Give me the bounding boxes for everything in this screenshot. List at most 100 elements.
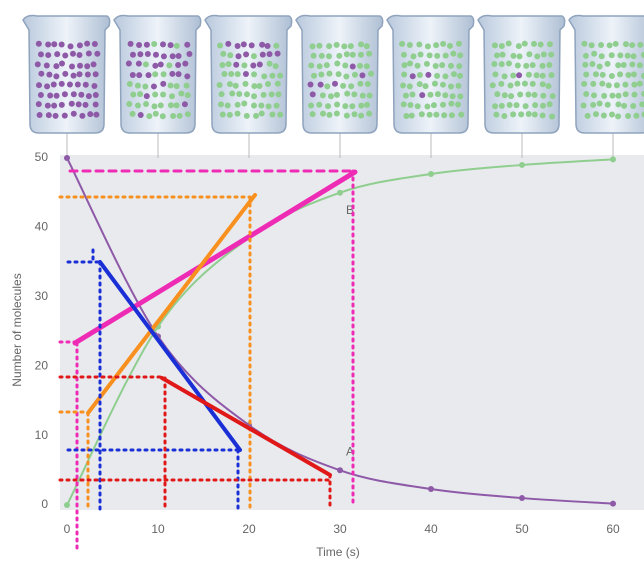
- molecule: [448, 101, 454, 107]
- molecule: [94, 51, 100, 57]
- molecule: [261, 92, 267, 98]
- x-tick-label: 50: [515, 522, 529, 536]
- molecule: [308, 62, 314, 68]
- molecule: [77, 71, 83, 77]
- molecule: [259, 42, 265, 48]
- molecule: [631, 82, 637, 88]
- molecule: [601, 93, 607, 99]
- molecule: [184, 73, 190, 79]
- molecule: [59, 61, 65, 67]
- molecule: [91, 61, 97, 67]
- molecule: [336, 53, 342, 59]
- molecule: [518, 111, 524, 117]
- molecule: [51, 82, 57, 88]
- molecule: [490, 82, 496, 88]
- molecule: [250, 62, 256, 68]
- molecule: [137, 51, 143, 57]
- molecule: [130, 92, 136, 98]
- molecule: [144, 93, 150, 99]
- molecule: [318, 82, 324, 88]
- molecule: [77, 63, 83, 69]
- molecule: [583, 91, 589, 97]
- molecule: [401, 62, 407, 68]
- molecule: [447, 43, 453, 49]
- molecule: [71, 73, 77, 79]
- molecule: [54, 51, 60, 57]
- molecule: [92, 41, 98, 47]
- molecule: [168, 83, 174, 89]
- molecule: [127, 81, 133, 87]
- molecule: [160, 113, 166, 119]
- molecule: [450, 51, 456, 57]
- molecule: [424, 61, 430, 67]
- molecule: [310, 111, 316, 117]
- molecule: [525, 91, 531, 97]
- molecule: [93, 112, 99, 118]
- molecule: [532, 92, 538, 98]
- molecule: [334, 92, 340, 98]
- molecule: [219, 62, 225, 68]
- molecule: [241, 101, 247, 107]
- molecule: [221, 71, 227, 77]
- molecule: [401, 71, 407, 77]
- molecule: [308, 102, 314, 108]
- molecule: [348, 83, 354, 89]
- molecule: [320, 92, 326, 98]
- beaker: [478, 16, 565, 159]
- molecule: [419, 111, 425, 117]
- molecule: [68, 43, 74, 49]
- point: [610, 156, 616, 162]
- molecule: [326, 43, 332, 49]
- molecule: [71, 91, 77, 97]
- molecule: [531, 41, 537, 47]
- molecule: [614, 82, 620, 88]
- molecule: [344, 51, 350, 57]
- molecule: [407, 42, 413, 48]
- molecule: [251, 93, 257, 99]
- molecule: [259, 111, 265, 117]
- molecule: [319, 53, 325, 59]
- molecule: [185, 111, 191, 117]
- molecule: [522, 41, 528, 47]
- molecule: [138, 112, 144, 118]
- molecule: [631, 53, 637, 59]
- molecule: [427, 52, 433, 58]
- molecule: [625, 113, 631, 119]
- molecule: [152, 92, 158, 98]
- molecule: [275, 81, 281, 87]
- molecule: [590, 81, 596, 87]
- molecule: [71, 111, 77, 117]
- molecule: [54, 93, 60, 99]
- molecule: [540, 93, 546, 99]
- molecule: [311, 73, 317, 79]
- molecule: [161, 53, 167, 59]
- molecule: [617, 71, 623, 77]
- molecule: [400, 82, 406, 88]
- molecule: [416, 42, 422, 48]
- molecule: [336, 71, 342, 77]
- molecule: [235, 53, 241, 59]
- molecule: [184, 83, 190, 89]
- molecule: [316, 43, 322, 49]
- molecule: [326, 112, 332, 118]
- molecule: [358, 103, 364, 109]
- molecule: [549, 113, 555, 119]
- molecule: [450, 93, 456, 99]
- molecule: [328, 93, 334, 99]
- molecule: [534, 53, 540, 59]
- molecule: [410, 53, 416, 59]
- molecule: [599, 53, 605, 59]
- molecule: [158, 102, 164, 108]
- molecule: [135, 83, 141, 89]
- molecule: [631, 71, 637, 77]
- molecule: [244, 91, 250, 97]
- molecule: [440, 102, 446, 108]
- molecule: [415, 63, 421, 69]
- molecule: [549, 72, 555, 78]
- molecule: [407, 102, 413, 108]
- molecule: [360, 93, 366, 99]
- molecule: [631, 92, 637, 98]
- molecule: [630, 103, 636, 109]
- molecule: [419, 92, 425, 98]
- molecule: [227, 112, 233, 118]
